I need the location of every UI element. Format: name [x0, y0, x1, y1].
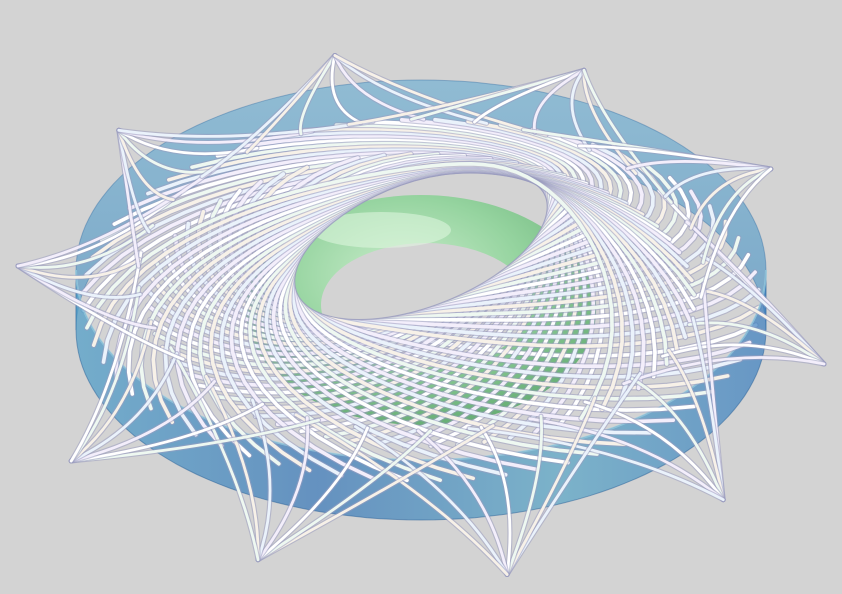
- field-line: [691, 316, 725, 502]
- bundle-fan: [346, 67, 674, 205]
- field-line: [663, 167, 773, 198]
- field-lines-front: [84, 151, 753, 484]
- field-line: [294, 413, 509, 576]
- field-line: [117, 128, 314, 144]
- field-line: [532, 68, 586, 134]
- field-line: [582, 68, 638, 175]
- field-line: [245, 54, 337, 154]
- field-line: [667, 348, 725, 502]
- bundle-fan: [15, 163, 221, 362]
- field-line: [69, 251, 143, 463]
- field-line: [85, 161, 614, 420]
- field-line: [505, 414, 543, 576]
- field-line: [117, 120, 375, 138]
- field-line: [256, 429, 432, 562]
- field-line: [699, 167, 773, 299]
- field-line: [701, 167, 773, 264]
- bundle-fan: [520, 127, 774, 300]
- field-line: [687, 321, 826, 366]
- bundle-fan: [68, 250, 322, 464]
- field-line: [473, 68, 586, 124]
- torus-highlight: [311, 212, 451, 248]
- field-line: [330, 54, 363, 125]
- field-line: [169, 346, 260, 562]
- field-line: [582, 68, 673, 204]
- field-line: [479, 425, 512, 576]
- bundle-fan: [116, 119, 376, 269]
- field-line: [701, 289, 826, 366]
- field-line: [467, 427, 725, 502]
- field-line: [630, 377, 725, 502]
- field-line: [689, 167, 773, 230]
- field-line: [69, 352, 179, 463]
- field-line: [117, 128, 151, 234]
- field-line: [16, 258, 141, 279]
- field-line: [69, 380, 216, 463]
- field-line-bundles: [15, 53, 827, 577]
- field-line: [256, 424, 495, 562]
- field-line: [204, 375, 260, 562]
- field-line: [299, 54, 337, 136]
- field-line: [69, 402, 264, 463]
- field-line: [117, 128, 175, 202]
- field-line: [354, 425, 509, 576]
- bundle-fan: [466, 281, 726, 503]
- bundle-fan: [168, 345, 496, 563]
- field-line: [256, 426, 369, 562]
- field-line: [416, 429, 509, 576]
- field-line: [251, 398, 272, 562]
- field-line: [333, 54, 488, 125]
- field-line: [16, 164, 220, 268]
- bundle-fan: [293, 371, 643, 577]
- field-line: [583, 400, 725, 502]
- field-line: [16, 224, 155, 269]
- field-line: [505, 396, 597, 576]
- field-line: [528, 417, 725, 502]
- field-line: [622, 356, 826, 386]
- field-line: [661, 343, 826, 366]
- field-line: [117, 128, 212, 174]
- field-line: [256, 416, 310, 562]
- field-line: [333, 54, 548, 137]
- bundle-fan: [199, 53, 549, 179]
- field-line: [16, 264, 142, 299]
